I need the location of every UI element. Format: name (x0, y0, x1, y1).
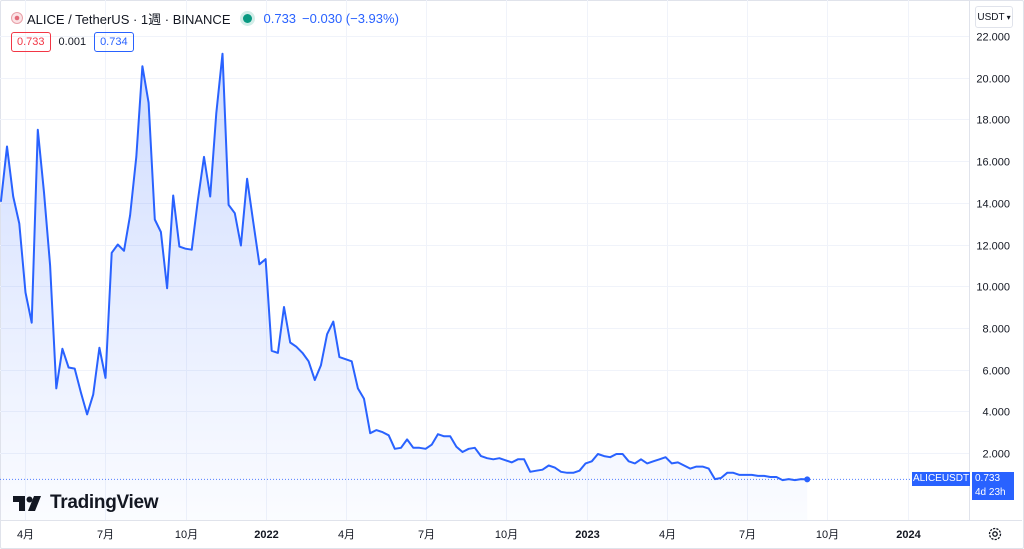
last-point-marker (804, 476, 811, 483)
y-tick-label: 10.000 (976, 282, 1010, 294)
x-tick-label: 2024 (896, 529, 921, 541)
gear-icon[interactable] (987, 526, 1003, 542)
logo-text: TradingView (50, 492, 159, 513)
series-layer (0, 52, 969, 520)
spread-value: 0.001 (58, 36, 87, 48)
price-tag-symbol: ALICEUSDT (912, 472, 970, 486)
last-price: 0.733 (263, 10, 297, 26)
price-axis[interactable]: 22.000 20.000 18.000 16.000 14.000 12.000 10.0… (976, 32, 1010, 461)
bid-ask-row: 0.733 0.001 0.734 (11, 32, 134, 52)
y-tick-label: 14.000 (976, 199, 1010, 211)
x-tick-label: 4月 (17, 529, 34, 541)
last-price-tag: ALICEUSDT 0.733 4d 23h (912, 472, 1014, 500)
buy-price-button[interactable]: 0.734 (94, 32, 134, 52)
y-tick-label: 2.000 (982, 449, 1010, 461)
x-tick-label: 7月 (739, 529, 756, 541)
x-tick-label: 4月 (338, 529, 355, 541)
y-tick-label: 22.000 (976, 32, 1010, 44)
series-line (0, 52, 808, 482)
y-tick-label: 18.000 (976, 115, 1010, 127)
x-tick-label: 10月 (816, 529, 839, 541)
x-tick-label: 7月 (418, 529, 435, 541)
price-tag-value: 0.733 (972, 472, 1014, 486)
grid-lines (0, 0, 969, 520)
x-tick-label: 2023 (575, 529, 599, 541)
tradingview-logo-icon (13, 495, 41, 511)
y-tick-label: 20.000 (976, 74, 1010, 86)
sell-price-button[interactable]: 0.733 (11, 32, 51, 52)
price-change: −0.030 (−3.93%) (302, 10, 399, 26)
price-tag-countdown: 4d 23h (972, 486, 1014, 500)
y-tick-label: 12.000 (976, 241, 1010, 253)
x-tick-label: 10月 (495, 529, 518, 541)
y-tick-label: 6.000 (982, 366, 1010, 378)
y-tick-label: 8.000 (982, 324, 1010, 336)
market-status-dot (242, 13, 252, 23)
x-tick-label: 4月 (659, 529, 676, 541)
x-tick-label: 2022 (254, 529, 278, 541)
legend-header: ALICE / TetherUS · 1週 · BINANCE 0.733 −0… (11, 9, 399, 27)
alice-coin-icon (11, 12, 23, 24)
y-tick-label: 4.000 (982, 407, 1010, 419)
tradingview-logo[interactable]: TradingView (13, 492, 159, 514)
y-tick-label: 16.000 (976, 157, 1010, 169)
chevron-down-icon: ▾ (1006, 12, 1011, 22)
symbol-title[interactable]: ALICE / TetherUS · 1週 · BINANCE (27, 11, 231, 27)
currency-selector[interactable]: USDT ▾ (975, 6, 1013, 28)
x-tick-label: 10月 (175, 529, 198, 541)
time-axis[interactable]: 4月 7月 10月 2022 4月 7月 10月 2023 4月 7月 10月 2024 (17, 529, 922, 541)
currency-label: USDT (977, 11, 1005, 23)
x-tick-label: 7月 (97, 529, 114, 541)
